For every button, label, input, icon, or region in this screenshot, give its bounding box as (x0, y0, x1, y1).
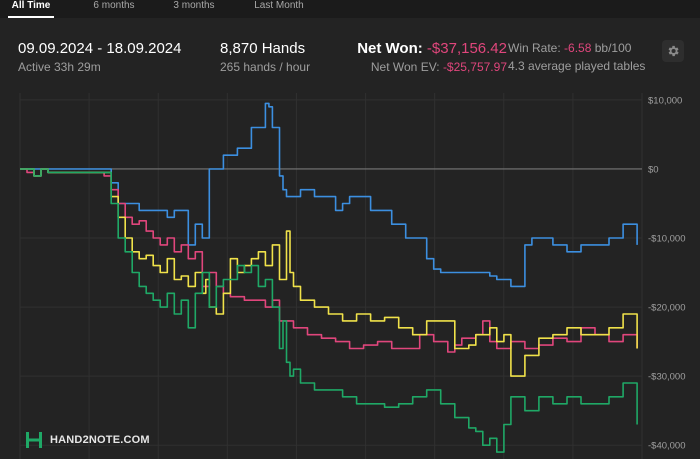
chart-series (20, 102, 638, 453)
time-range-tabs: All Time 6 months 3 months Last Month (0, 0, 700, 18)
net-won-ev-label: Net Won EV: (370, 60, 440, 74)
tab-6-months[interactable]: 6 months (93, 0, 135, 11)
y-axis-ticks: $10,000 $0 -$10,000 -$20,000 -$30,000 -$40,00… (648, 95, 686, 451)
net-won-ev: Net Won EV: -$25,757.97 (371, 60, 507, 74)
average-tables: 4.3 average played tables (508, 59, 646, 73)
y-tick-label: $10,000 (648, 95, 682, 106)
win-rate-unit: bb/100 (594, 41, 632, 55)
win-rate: Win Rate: -6.58 bb/100 (508, 41, 631, 55)
tab-3-months[interactable]: 3 months (173, 0, 215, 11)
logo-text: HAND2NOTE.COM (50, 434, 150, 446)
win-rate-value: -6.58 (564, 41, 592, 55)
hands-count: 8,870 Hands (220, 40, 306, 57)
win-rate-label: Win Rate: (508, 41, 561, 55)
gear-icon (668, 45, 679, 57)
tab-all-time[interactable]: All Time (8, 0, 54, 18)
date-range: 09.09.2024 - 18.09.2024 (18, 40, 182, 57)
net-won-label: Net Won: (357, 40, 423, 57)
hand2note-logo: HAND2NOTE.COM (24, 430, 150, 450)
net-won-line (20, 168, 638, 453)
y-tick-label: -$40,000 (648, 441, 686, 452)
hand2note-logo-icon (26, 432, 42, 448)
tab-last-month[interactable]: Last Month (254, 0, 304, 11)
net-won: Net Won: -$37,156.42 (357, 40, 507, 57)
y-tick-label: $0 (648, 164, 659, 175)
net-won-ev-value: -$25,757.97 (442, 60, 507, 74)
hands-rate: 265 hands / hour (220, 60, 311, 74)
y-tick-label: -$30,000 (648, 372, 686, 383)
chart-grid (19, 93, 643, 459)
ev-line (20, 168, 638, 377)
settings-button[interactable] (662, 40, 684, 62)
y-tick-label: -$20,000 (648, 303, 686, 314)
net-won-value: -$37,156.42 (426, 40, 507, 57)
active-time: Active 33h 29m (18, 60, 101, 74)
y-tick-label: -$10,000 (648, 234, 686, 245)
non-showdown-line (20, 102, 638, 288)
